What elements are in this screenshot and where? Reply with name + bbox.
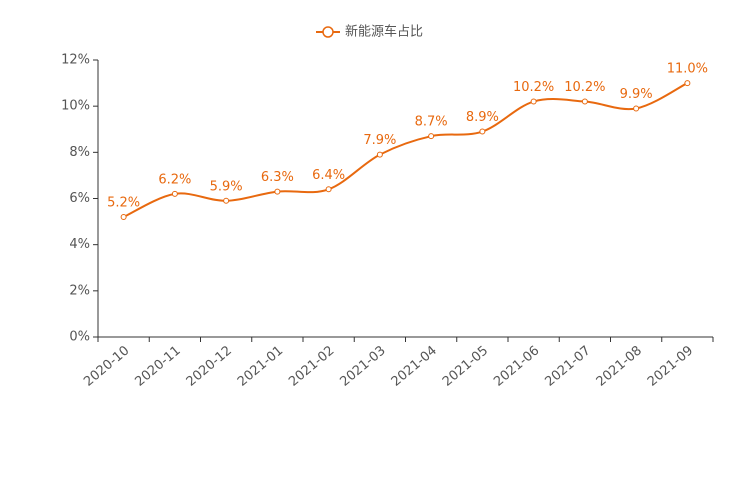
- value-label: 8.7%: [415, 115, 448, 130]
- value-label: 5.2%: [107, 195, 140, 210]
- legend-marker: [322, 26, 334, 38]
- value-label: 6.2%: [158, 172, 191, 187]
- value-label: 11.0%: [667, 62, 708, 77]
- value-label: 10.2%: [513, 80, 554, 95]
- x-tick-label: 2020-12: [184, 343, 235, 389]
- y-tick-label: 0%: [69, 330, 90, 345]
- point: [120, 213, 127, 220]
- point: [530, 98, 537, 105]
- point: [581, 98, 588, 105]
- y-tick-label: 2%: [69, 283, 90, 298]
- value-label: 6.4%: [312, 168, 345, 183]
- point: [274, 188, 281, 195]
- point: [171, 190, 178, 197]
- value-label: 10.2%: [564, 80, 605, 95]
- x-tick-label: 2020-11: [132, 343, 183, 389]
- value-label: 8.9%: [466, 110, 499, 125]
- y-tick-label: 6%: [69, 191, 90, 206]
- y-tick-label: 12%: [61, 53, 90, 68]
- y-tick-label: 8%: [69, 145, 90, 160]
- x-tick-label: 2020-10: [81, 343, 132, 389]
- x-tick-label: 2021-01: [235, 343, 286, 389]
- x-tick-label: 2021-08: [594, 343, 645, 389]
- x-tick-label: 2021-04: [389, 343, 440, 389]
- x-tick-label: 2021-06: [491, 343, 542, 389]
- point: [479, 128, 486, 135]
- x-tick-label: 2021-07: [542, 343, 593, 389]
- value-label: 9.9%: [620, 87, 653, 102]
- y-tick-label: 10%: [61, 99, 90, 114]
- x-tick-label: 2021-02: [286, 343, 337, 389]
- point: [223, 197, 230, 204]
- value-label: 7.9%: [363, 133, 396, 148]
- x-tick-label: 2021-09: [645, 343, 696, 389]
- point: [376, 151, 383, 158]
- point: [428, 133, 435, 140]
- x-tick-label: 2021-03: [337, 343, 388, 389]
- point: [684, 80, 691, 87]
- legend-label: 新能源车占比: [345, 24, 423, 40]
- x-tick-label: 2021-05: [440, 343, 491, 389]
- value-label: 5.9%: [210, 179, 243, 194]
- series-line: [123, 82, 688, 218]
- point: [325, 186, 332, 193]
- point: [633, 105, 640, 112]
- value-label: 6.3%: [261, 170, 294, 185]
- y-tick-label: 4%: [69, 237, 90, 252]
